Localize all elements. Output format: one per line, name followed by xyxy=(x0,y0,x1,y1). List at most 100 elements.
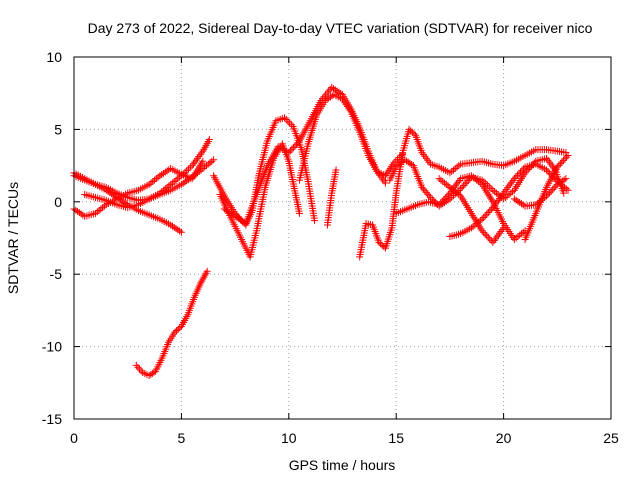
data-point xyxy=(471,221,479,229)
data-point xyxy=(451,164,459,172)
data-point xyxy=(190,172,198,180)
data-point xyxy=(449,186,457,194)
data-point xyxy=(467,172,475,180)
data-point xyxy=(469,222,477,230)
data-point xyxy=(407,127,415,135)
data-point xyxy=(444,191,452,199)
data-point xyxy=(99,204,107,212)
series-arc14 xyxy=(435,175,508,246)
data-point xyxy=(174,175,182,183)
data-point xyxy=(72,206,80,214)
data-point xyxy=(441,194,449,202)
data-point xyxy=(177,180,185,188)
x-tick-label: 10 xyxy=(281,430,297,446)
data-point xyxy=(410,130,418,138)
data-point xyxy=(163,183,171,191)
data-point xyxy=(512,196,520,204)
data-point xyxy=(226,209,234,217)
data-point xyxy=(486,207,494,215)
data-point xyxy=(509,188,517,196)
data-point xyxy=(425,192,433,200)
data-point xyxy=(500,189,508,197)
data-point xyxy=(537,196,545,204)
data-point xyxy=(539,195,547,203)
grid xyxy=(74,57,611,419)
data-point xyxy=(419,185,427,193)
data-point xyxy=(188,162,196,170)
data-point xyxy=(152,175,160,183)
data-point xyxy=(451,188,459,196)
data-point xyxy=(173,327,181,335)
data-point xyxy=(191,158,199,166)
data-point xyxy=(515,170,523,178)
data-point xyxy=(532,201,540,209)
data-point xyxy=(500,224,508,232)
data-point xyxy=(181,178,189,186)
data-point xyxy=(394,162,402,170)
data-point xyxy=(156,172,164,180)
data-point xyxy=(439,178,447,186)
data-point xyxy=(181,168,189,176)
data-point xyxy=(288,145,296,153)
data-point xyxy=(186,163,194,171)
data-point xyxy=(170,178,178,186)
data-point xyxy=(75,209,83,217)
data-point xyxy=(231,212,239,220)
data-point xyxy=(438,197,446,205)
data-point xyxy=(332,166,340,174)
series-arc11 xyxy=(356,125,570,261)
data-point xyxy=(490,202,498,210)
data-point xyxy=(330,85,338,93)
data-point xyxy=(481,230,489,238)
data-point xyxy=(442,180,450,188)
data-point xyxy=(503,192,511,200)
data-point xyxy=(435,175,443,183)
data-point xyxy=(481,212,489,220)
data-point xyxy=(233,213,241,221)
data-point xyxy=(435,201,443,209)
data-point xyxy=(192,156,200,164)
data-point xyxy=(480,228,488,236)
data-point xyxy=(556,160,564,168)
data-point xyxy=(508,178,516,186)
data-point xyxy=(485,183,493,191)
data-point xyxy=(510,195,518,203)
data-point xyxy=(469,173,477,181)
data-point xyxy=(174,226,182,234)
data-point xyxy=(210,156,218,164)
data-point xyxy=(95,206,103,214)
x-tick-label: 0 xyxy=(70,430,78,446)
data-point xyxy=(149,178,157,186)
series-arc16 xyxy=(521,151,572,243)
data-point xyxy=(137,367,145,375)
data-point xyxy=(475,218,483,226)
data-point xyxy=(562,185,570,193)
data-point xyxy=(172,225,180,233)
data-point xyxy=(170,223,178,231)
data-points xyxy=(70,83,572,380)
data-point xyxy=(484,209,492,217)
data-point xyxy=(396,160,404,168)
data-point xyxy=(512,173,520,181)
data-point xyxy=(549,185,557,193)
y-tick-label: -5 xyxy=(50,266,63,282)
data-point xyxy=(512,234,520,242)
data-point xyxy=(281,114,289,122)
data-point xyxy=(543,192,551,200)
data-point xyxy=(93,208,101,216)
data-point xyxy=(179,179,187,187)
data-point xyxy=(120,198,128,206)
data-point xyxy=(501,187,509,195)
data-point xyxy=(228,210,236,218)
data-point xyxy=(286,147,294,155)
data-point xyxy=(483,181,491,189)
data-point xyxy=(189,160,197,168)
data-point xyxy=(516,231,524,239)
data-point xyxy=(202,162,210,170)
data-point xyxy=(541,193,549,201)
x-tick-label: 5 xyxy=(178,430,186,446)
series-arc5 xyxy=(132,267,211,380)
data-point xyxy=(167,221,175,229)
y-tick-label: 10 xyxy=(46,49,62,65)
